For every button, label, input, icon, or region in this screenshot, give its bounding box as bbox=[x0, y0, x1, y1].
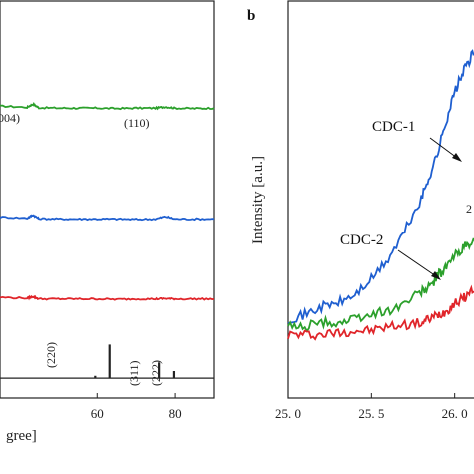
panel-a-x-tick-labels: 60 80 bbox=[91, 406, 182, 421]
panel-a-tick-label-80: 80 bbox=[169, 406, 182, 421]
label-cdc-1: CDC-1 bbox=[372, 119, 415, 135]
panel-a-series-2 bbox=[0, 294, 215, 301]
panel-b-y-axis-title: Intensity [a.u.] bbox=[250, 156, 266, 244]
panel-b-series-group bbox=[287, 49, 474, 341]
panel-b-frame bbox=[287, 0, 474, 399]
panel-a-x-axis-title: gree] bbox=[6, 428, 37, 444]
panel-a-series-group bbox=[0, 101, 215, 301]
panel-a-series-0 bbox=[0, 101, 215, 111]
panel-b-x-tick-labels: 25. 0 25. 5 26. 0 bbox=[275, 406, 468, 421]
panel-b-tick-label-25-5: 25. 5 bbox=[358, 406, 384, 421]
panel-a-frame bbox=[0, 0, 215, 399]
annotation-ref-311: (311) bbox=[127, 360, 141, 386]
arrowhead-cdc-2 bbox=[431, 271, 441, 280]
panel-a-reference-pattern bbox=[0, 344, 214, 379]
panel-b-x-ticks bbox=[287, 393, 456, 398]
panel-a-series-1 bbox=[0, 214, 215, 222]
panel-a-x-ticks bbox=[96, 393, 176, 398]
annotation-peak-004: 004) bbox=[0, 111, 20, 125]
panel-b-series-1 bbox=[287, 237, 474, 333]
label-cdc-2: CDC-2 bbox=[340, 232, 383, 248]
panel-b-series-0 bbox=[287, 49, 474, 324]
panel-b-tick-label-25-0: 25. 0 bbox=[275, 406, 301, 421]
panel-b-series-2 bbox=[287, 284, 474, 341]
annotation-ref-220: (220) bbox=[44, 342, 58, 368]
panel-b-tick-label-26-0: 26. 0 bbox=[442, 406, 468, 421]
arrow-cdc-1 bbox=[429, 137, 458, 159]
panel-b-letter: b bbox=[247, 8, 255, 24]
panel-a-tick-label-60: 60 bbox=[91, 406, 104, 421]
annotation-ref-222: (222) bbox=[149, 360, 163, 386]
label-partial: 2 bbox=[466, 202, 472, 216]
arrow-cdc-2 bbox=[397, 249, 437, 277]
annotation-peak-110: (110) bbox=[124, 116, 150, 130]
arrowhead-cdc-1 bbox=[452, 153, 462, 162]
